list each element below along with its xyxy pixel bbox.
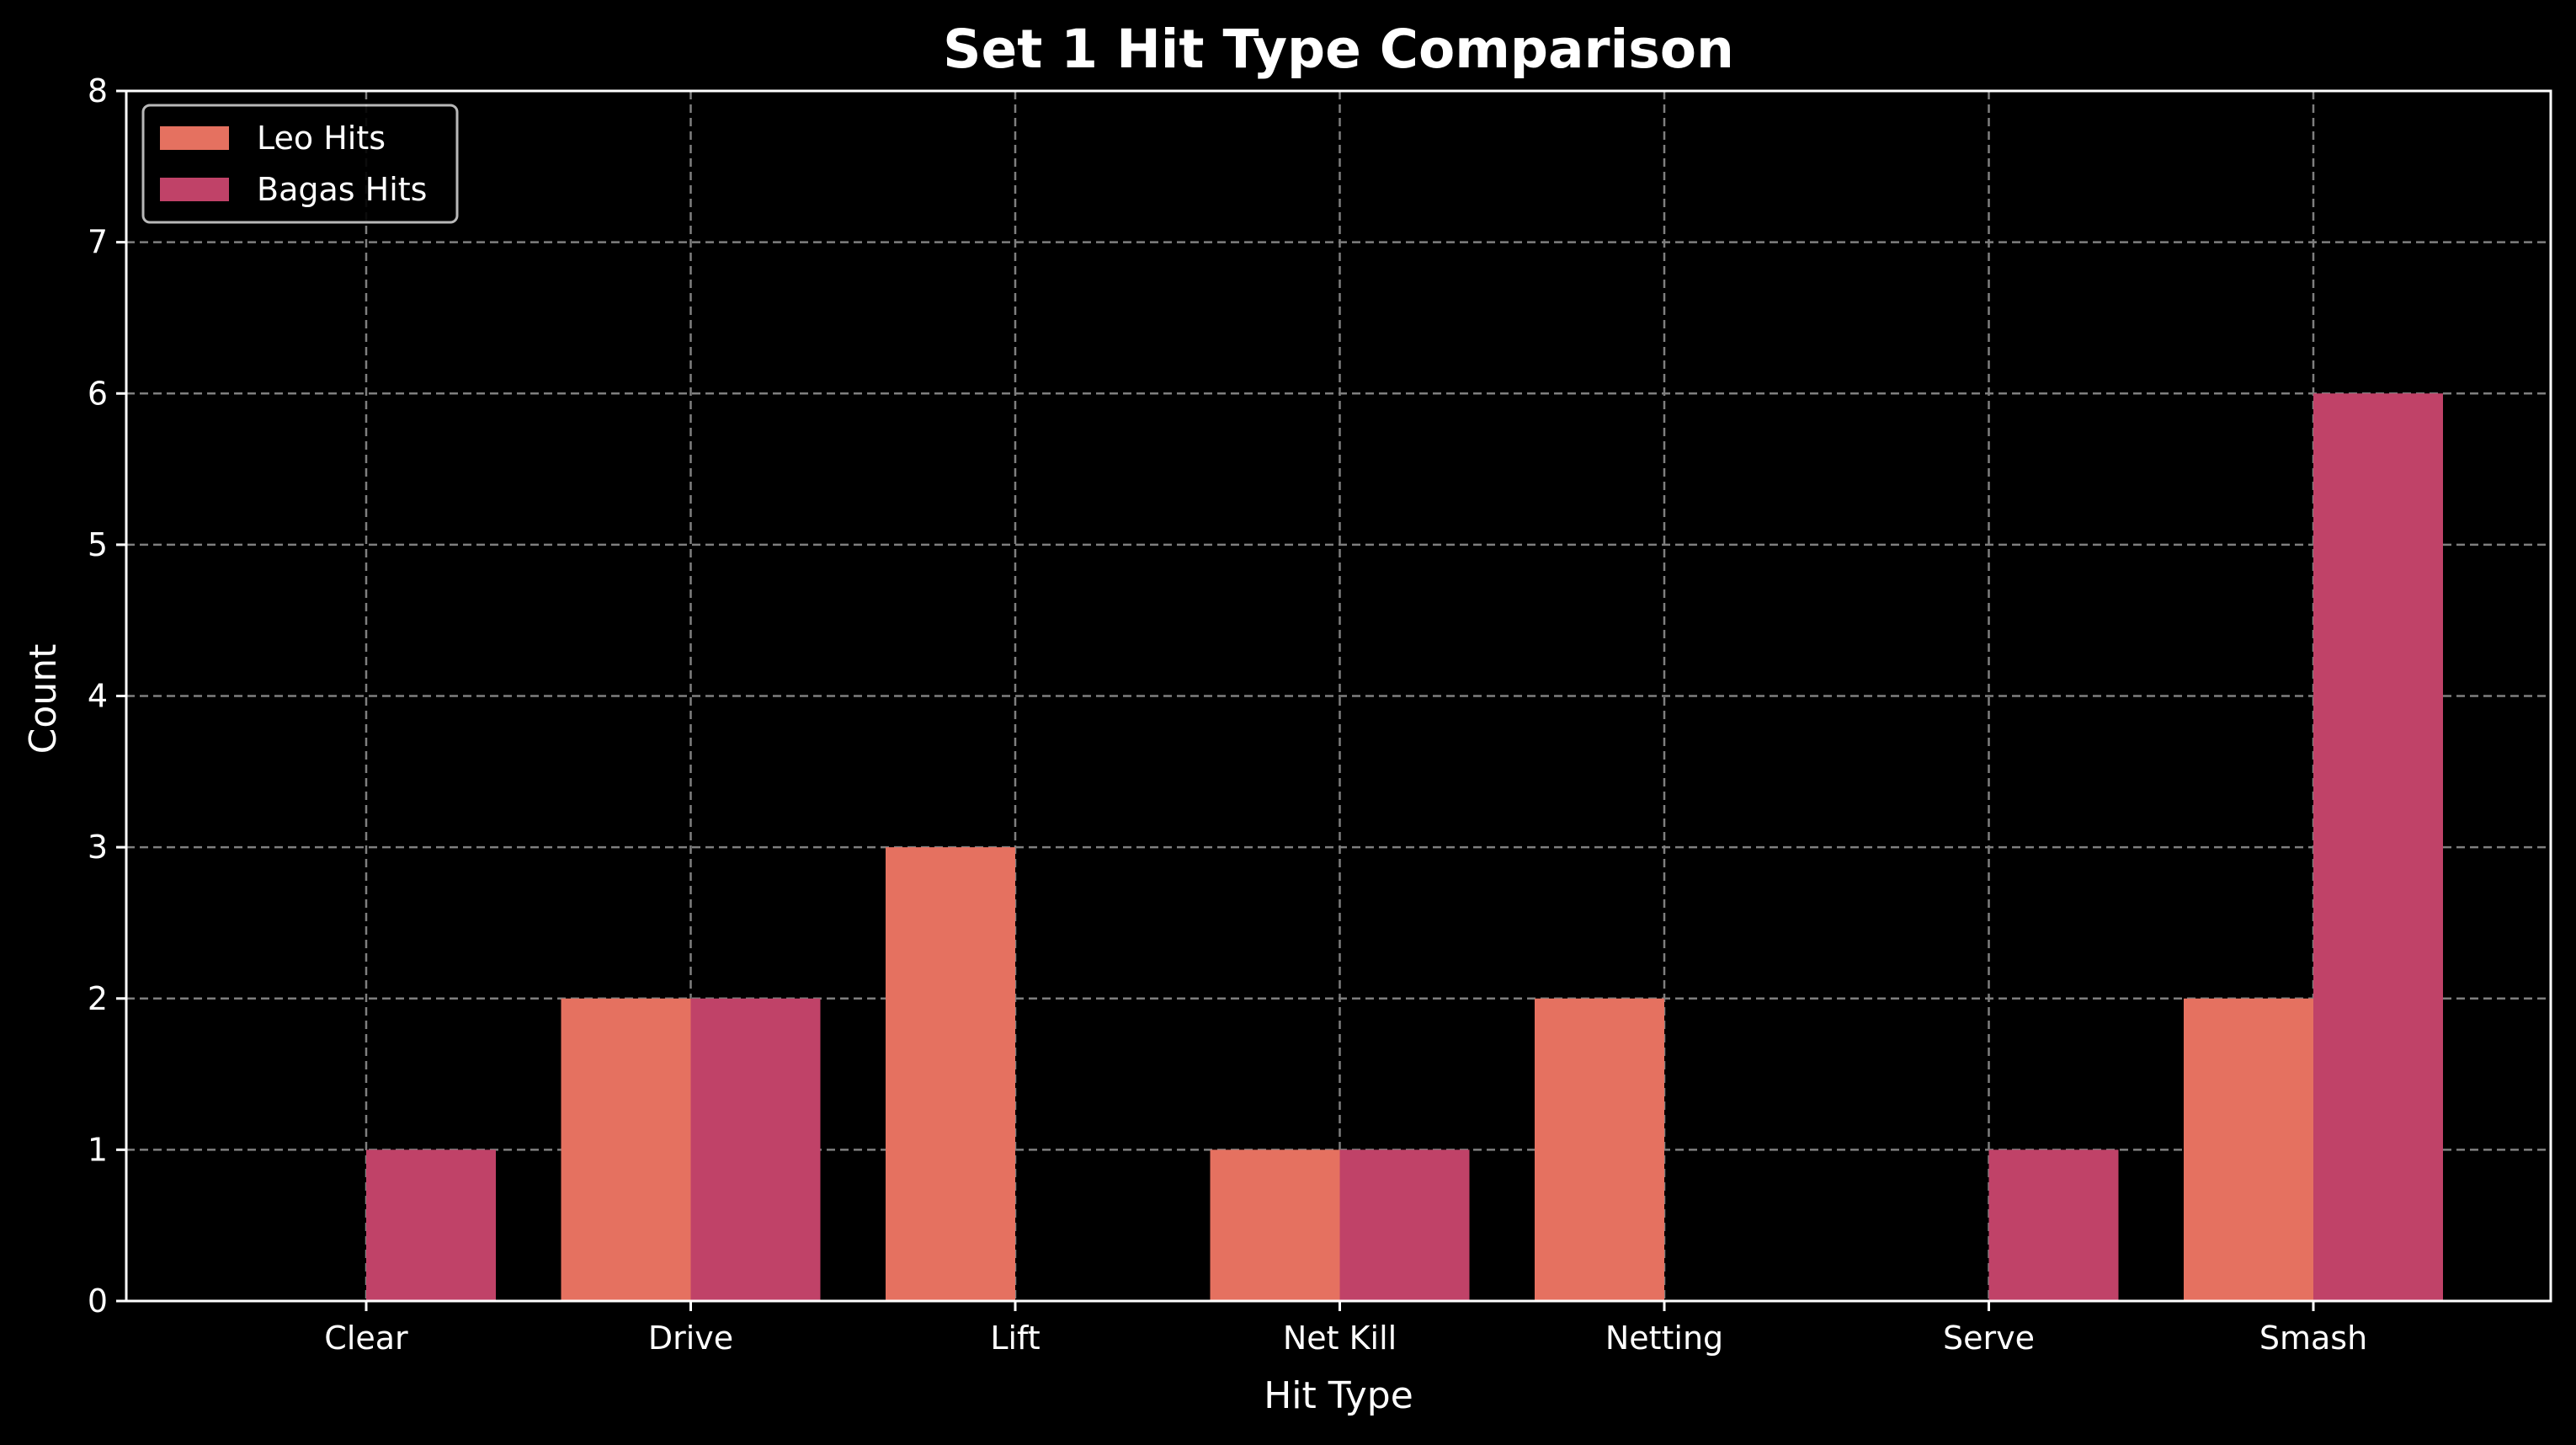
x-tick-label: Lift — [990, 1320, 1040, 1357]
y-tick-label: 3 — [88, 829, 108, 866]
legend: Leo Hits Bagas Hits — [141, 104, 459, 224]
y-tick-label: 6 — [88, 375, 108, 412]
bar-leo-hits-drive — [561, 998, 691, 1301]
bar-bagas-hits-smash — [2313, 393, 2443, 1301]
y-ticks: 0 1 2 3 4 5 6 7 8 — [88, 72, 126, 1320]
y-tick-label: 5 — [88, 526, 108, 563]
chart-title: Set 1 Hit Type Comparison — [943, 19, 1734, 80]
legend-label-bagas: Bagas Hits — [257, 171, 427, 208]
bar-bagas-hits-clear — [366, 1149, 496, 1301]
bar-leo-hits-smash — [2184, 998, 2313, 1301]
bar-leo-hits-netting — [1535, 998, 1664, 1301]
y-tick-label: 4 — [88, 678, 108, 715]
bars — [366, 393, 2443, 1301]
x-tick-label: Smash — [2259, 1320, 2367, 1357]
x-tick-label: Netting — [1605, 1320, 1723, 1357]
y-tick-label: 8 — [88, 72, 108, 109]
x-tick-label: Serve — [1943, 1320, 2035, 1357]
legend-swatch-bagas — [160, 178, 229, 201]
bar-bagas-hits-serve — [1988, 1149, 2119, 1301]
x-tick-label: Clear — [324, 1320, 408, 1357]
y-tick-label: 0 — [88, 1282, 108, 1320]
y-tick-label: 1 — [88, 1131, 108, 1168]
y-axis-label: Count — [22, 644, 65, 754]
legend-label-leo: Leo Hits — [257, 120, 386, 157]
bar-bagas-hits-drive — [690, 998, 821, 1301]
bar-bagas-hits-net-kill — [1339, 1149, 1470, 1301]
legend-swatch-leo — [160, 126, 229, 150]
y-tick-label: 2 — [88, 980, 108, 1017]
x-axis-label: Hit Type — [1264, 1374, 1413, 1417]
bar-leo-hits-net-kill — [1210, 1149, 1340, 1301]
bar-leo-hits-lift — [886, 847, 1015, 1301]
x-tick-label: Net Kill — [1283, 1320, 1397, 1357]
x-tick-label: Drive — [648, 1320, 733, 1357]
y-tick-label: 7 — [88, 224, 108, 261]
x-ticks: Clear Drive Lift Net Kill Netting Serve Smash — [324, 1301, 2367, 1357]
